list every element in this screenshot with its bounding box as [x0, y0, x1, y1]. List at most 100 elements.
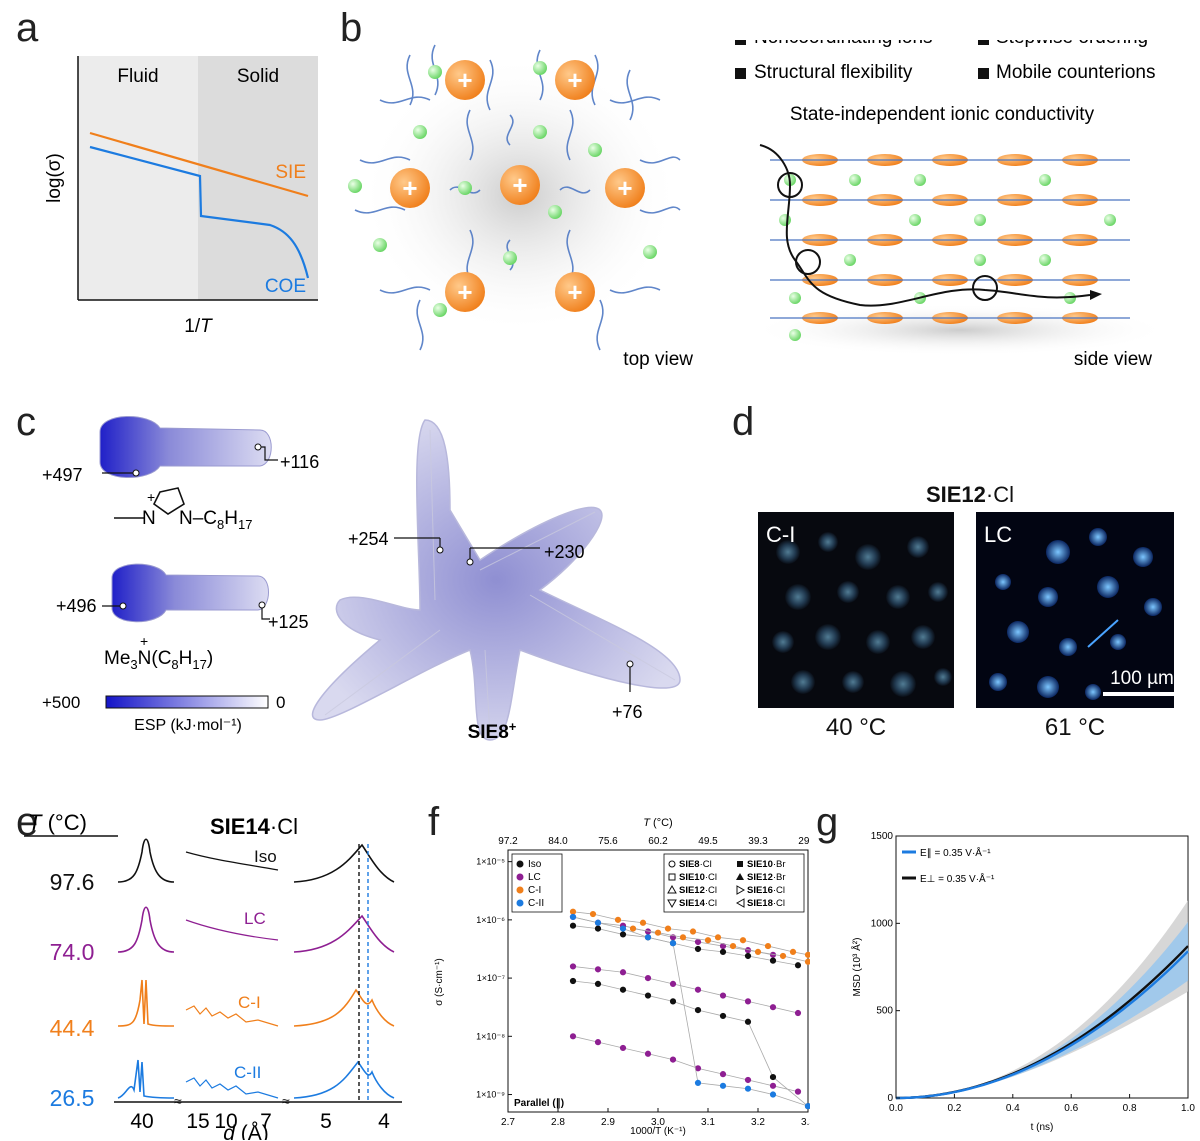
ammonium-left-value: +496 — [56, 596, 97, 616]
g-xtick-label: 1.0 — [1181, 1103, 1195, 1114]
panel-f-chart: T (°C) 97.2 84.0 75.6 60.2 49.5 39.3 29.9 1×10… — [434, 817, 810, 1137]
row-44: 44.4 C-I — [50, 979, 395, 1041]
parallel-label: Parallel (∥) — [514, 1098, 564, 1109]
f-point — [644, 1050, 652, 1057]
f-point — [719, 948, 727, 955]
svg-text:44.4: 44.4 — [50, 1015, 95, 1041]
f-point — [619, 931, 627, 938]
data-series — [569, 908, 810, 1110]
svg-text:+: + — [402, 173, 417, 203]
panel-d-title: SIE12·Cl — [925, 482, 1015, 507]
msd-lines — [895, 945, 1189, 1100]
g-xtick-label: 0.4 — [1006, 1103, 1020, 1114]
f-point — [594, 925, 602, 932]
f-point — [739, 937, 747, 944]
feature-list: Noncoordinating ions Stepwise ordering S… — [735, 40, 1155, 83]
f-ytick-label: 1×10⁻⁹ — [476, 1090, 505, 1100]
ammonium-esp-surface — [111, 563, 269, 623]
g-xtick-label: 0.2 — [947, 1103, 961, 1114]
f-point — [804, 1103, 810, 1110]
svg-text:C-I: C-I — [238, 993, 261, 1012]
f-point — [719, 1071, 727, 1078]
f-point — [629, 925, 637, 932]
sie14-title: SIE14·Cl — [210, 814, 298, 839]
legend-perpendicular: E⊥ = 0.35 V·Å⁻¹ — [920, 872, 995, 885]
f-toptick-label: 97.2 — [498, 836, 518, 847]
f-point — [654, 929, 662, 936]
imidazolium-left-value: +497 — [42, 465, 83, 485]
imidazolium-structure: N + N–C8H17 — [114, 487, 252, 532]
y-ticks: 1×10⁻⁹ 1×10⁻⁸ 1×10⁻⁷ 1×10⁻⁶ 1×10⁻⁵ — [476, 857, 512, 1100]
temp-lc: 61 °C — [1044, 714, 1106, 741]
y-axis-label: log(σ) — [44, 153, 65, 203]
f-point — [619, 986, 627, 993]
svg-text:5: 5 — [320, 1110, 332, 1133]
f-point — [619, 969, 627, 976]
svg-text:+230: +230 — [544, 542, 585, 562]
svg-text:+: + — [457, 277, 472, 307]
compound-legend — [663, 853, 805, 913]
x-axis-label: 1000/T (K⁻¹) — [630, 1126, 686, 1137]
panel-e-xrd: T (°C) SIE14·Cl 97.6 Iso 74.0 LC 44.4 C-… — [24, 810, 402, 1140]
g-ytick-label: 1000 — [871, 918, 894, 929]
legend-sie18-cl: SIE18·Cl — [747, 898, 785, 909]
ammonium-right-value: +125 — [268, 612, 309, 632]
svg-text:≈: ≈ — [282, 1093, 290, 1109]
g-ytick-label: 500 — [876, 1006, 893, 1017]
f-point — [729, 942, 737, 950]
ammonium-formula: + Me3N(C8H17) — [104, 633, 213, 672]
f-point — [769, 1073, 777, 1081]
f-point — [669, 980, 677, 988]
panel-b-illustration: + + + + + + + Noncoordinating ions Stepwise… — [348, 40, 1170, 370]
f-series-line — [572, 1035, 799, 1093]
panel-c-esp-maps: +497 +116 N + N–C8H17 +496 +125 + Me3N(C… — [42, 416, 681, 743]
g-ytick-label: 0 — [887, 1093, 893, 1104]
y-ticks: 0 500 1000 1500 — [871, 831, 900, 1104]
svg-text:4: 4 — [378, 1110, 390, 1133]
top-view-illustration: + + + + + + + — [348, 44, 681, 351]
svg-text:7: 7 — [260, 1110, 272, 1133]
c-i-label: C-I — [766, 522, 795, 547]
sie8-label: SIE8+ — [468, 719, 517, 743]
panel-label-b: b — [340, 6, 363, 50]
svg-text:≈: ≈ — [174, 1093, 182, 1109]
row-97: 97.6 Iso — [50, 838, 395, 895]
f-point — [619, 1044, 627, 1052]
x-axis-label: 1/T — [184, 316, 213, 337]
f-point — [789, 948, 797, 955]
f-toptick-label: 84.0 — [548, 836, 568, 847]
lc-label: LC — [984, 522, 1012, 547]
svg-text:+: + — [567, 277, 582, 307]
f-point — [754, 948, 762, 955]
f-point — [794, 1009, 802, 1017]
panel-label-e: e — [16, 800, 39, 844]
f-point — [589, 910, 597, 918]
imidazolium-esp-surface — [99, 416, 272, 478]
f-series-line — [572, 966, 799, 1014]
f-series-line — [572, 916, 809, 1107]
t-header: T (°C) — [28, 810, 87, 835]
f-point — [669, 998, 677, 1005]
esp-max-label: +500 — [42, 693, 80, 712]
f-series-line — [632, 928, 809, 963]
f-point — [714, 934, 722, 941]
panel-d-micrographs: C-I LC 100 µm — [758, 512, 1179, 708]
g-ytick-label: 1500 — [871, 831, 894, 842]
legend-parallel: E∥ = 0.35 V·Å⁻¹ — [920, 846, 991, 859]
svg-text:10: 10 — [214, 1110, 237, 1133]
svg-text:Me3N(C8H17): Me3N(C8H17) — [104, 648, 213, 672]
f-point — [639, 919, 647, 926]
g-legend: E∥ = 0.35 V·Å⁻¹ E⊥ = 0.35 V·Å⁻¹ — [902, 846, 995, 885]
f-toptick-label: 39.3 — [748, 836, 768, 847]
row-26: 26.5 C-II — [50, 1059, 395, 1111]
legend-sie12-cl: SIE12·Cl — [679, 885, 717, 896]
f-series-line — [572, 925, 799, 966]
f-point — [719, 1012, 727, 1020]
f-xtick-label: 2.9 — [601, 1117, 615, 1128]
f-point — [644, 974, 652, 982]
f-ytick-label: 1×10⁻⁶ — [476, 915, 505, 925]
panel-a-chart: Fluid Solid log(σ) 1/T SIE COE — [44, 56, 318, 337]
sie-label: SIE — [275, 162, 306, 183]
row-74: 74.0 LC — [50, 906, 395, 965]
f-point — [719, 1082, 727, 1089]
